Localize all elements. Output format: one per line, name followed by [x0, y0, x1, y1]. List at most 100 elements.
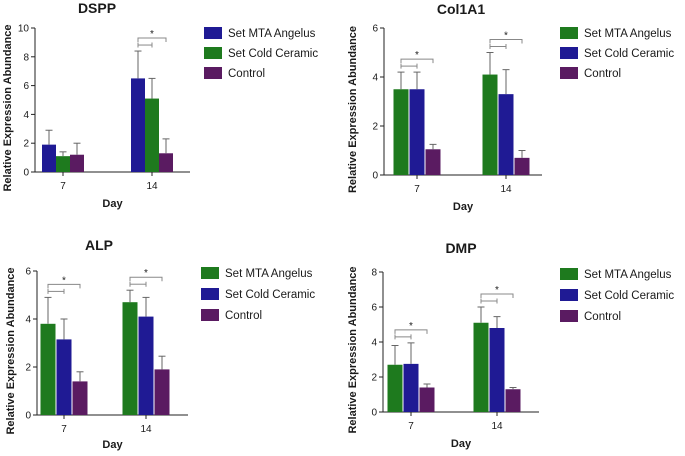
bar	[409, 89, 425, 175]
bar	[145, 98, 159, 172]
legend-swatch	[204, 47, 222, 59]
legend-label: Control	[225, 310, 262, 322]
legend-label: Set Cold Ceramic	[584, 290, 674, 302]
chart-panel-alp: ALP 0 2 4 6 Relative Expression Abundance Day 7…	[5, 237, 315, 451]
x-tick-label: 14	[491, 421, 503, 432]
y-tick-label: 2	[25, 363, 31, 374]
bar	[425, 149, 441, 175]
y-tick-label: 4	[25, 315, 31, 326]
bar	[419, 387, 435, 412]
bar	[498, 94, 514, 175]
bar	[42, 144, 56, 172]
chart-panel-col1a1: Col1A1 0 2 4 6 Relative Expression Abundance D…	[347, 1, 674, 213]
y-tick-label: 4	[371, 338, 377, 349]
bar	[56, 156, 70, 172]
x-tick-label: 7	[408, 421, 414, 432]
legend-label: Set Cold Ceramic	[228, 48, 318, 60]
legend-swatch	[560, 47, 578, 59]
bar	[403, 363, 419, 412]
bar	[122, 302, 138, 415]
y-tick-label: 8	[371, 268, 377, 279]
legend-label: Set Cold Ceramic	[584, 48, 674, 60]
legend-label: Control	[584, 311, 621, 323]
y-axis-label: Relative Expression Abundance	[2, 24, 14, 191]
chart-title: Col1A1	[437, 1, 485, 17]
x-tick-label: 14	[500, 184, 512, 195]
legend-label: Set MTA Angelus	[228, 28, 316, 40]
legend-label: Set MTA Angelus	[584, 28, 672, 40]
bar	[131, 78, 145, 172]
bar	[56, 339, 72, 415]
significance-star: *	[504, 31, 508, 42]
significance-bracket	[394, 329, 428, 334]
legend-swatch	[560, 27, 578, 39]
legend-swatch	[560, 310, 578, 322]
legend-label: Control	[584, 68, 621, 80]
significance-star: *	[409, 321, 413, 332]
legend-label: Control	[228, 68, 265, 80]
significance-bracket	[489, 39, 523, 44]
bar	[70, 154, 84, 172]
bar	[514, 157, 530, 175]
y-tick-label: 2	[371, 373, 377, 384]
y-axis-label: Relative Expression Abundance	[347, 266, 359, 433]
chart-panel-dmp: DMP 0 2 4 6 8 Relative Expression Abundance Day…	[347, 240, 674, 450]
legend-swatch	[201, 309, 219, 321]
significance-bracket	[129, 276, 163, 282]
y-tick-label: 2	[23, 139, 29, 150]
y-tick-label: 8	[23, 52, 29, 63]
significance-bracket	[480, 293, 514, 298]
legend-swatch	[204, 27, 222, 39]
bar	[159, 153, 173, 172]
x-axis-label: Day	[102, 439, 123, 451]
legend-swatch	[560, 289, 578, 301]
legend-label: Set MTA Angelus	[225, 268, 313, 280]
legend-swatch	[204, 67, 222, 79]
y-tick-label: 6	[371, 303, 377, 314]
y-tick-label: 0	[372, 171, 378, 182]
significance-star: *	[62, 275, 66, 286]
bar	[393, 89, 409, 175]
y-axis-label: Relative Expression Abundance	[347, 26, 359, 193]
significance-star: *	[144, 268, 148, 279]
bar	[138, 316, 154, 415]
bar	[40, 323, 56, 415]
legend-label: Set MTA Angelus	[584, 269, 672, 281]
y-axis-label: Relative Expression Abundance	[5, 267, 17, 434]
y-tick-label: 4	[23, 110, 29, 121]
y-tick-label: 0	[23, 168, 29, 179]
bar	[154, 369, 170, 415]
y-tick-label: 6	[372, 24, 378, 35]
chart-title: DMP	[445, 240, 476, 256]
legend-swatch	[560, 268, 578, 280]
legend-swatch	[560, 67, 578, 79]
significance-bracket	[137, 37, 167, 43]
significance-star: *	[150, 29, 154, 40]
y-tick-label: 2	[372, 122, 378, 133]
bar	[387, 364, 403, 412]
legend-label: Set Cold Ceramic	[225, 289, 315, 301]
bar	[482, 74, 498, 175]
y-tick-label: 4	[372, 73, 378, 84]
significance-bracket	[400, 58, 434, 64]
significance-star: *	[495, 285, 499, 296]
significance-star: *	[415, 50, 419, 61]
y-tick-label: 0	[25, 411, 31, 422]
x-tick-label: 7	[414, 184, 420, 195]
x-tick-label: 14	[140, 424, 152, 435]
x-axis-label: Day	[453, 201, 474, 213]
x-tick-label: 7	[60, 181, 66, 192]
x-tick-label: 14	[146, 181, 158, 192]
x-tick-label: 7	[61, 424, 67, 435]
y-tick-label: 10	[18, 24, 30, 35]
bar	[72, 381, 88, 415]
y-tick-label: 6	[25, 267, 31, 278]
x-axis-label: Day	[102, 198, 123, 210]
y-tick-label: 6	[23, 81, 29, 92]
x-axis-label: Day	[451, 438, 472, 450]
y-tick-label: 0	[371, 408, 377, 419]
chart-title: ALP	[85, 237, 113, 253]
bar	[489, 328, 505, 412]
bar	[473, 322, 489, 412]
